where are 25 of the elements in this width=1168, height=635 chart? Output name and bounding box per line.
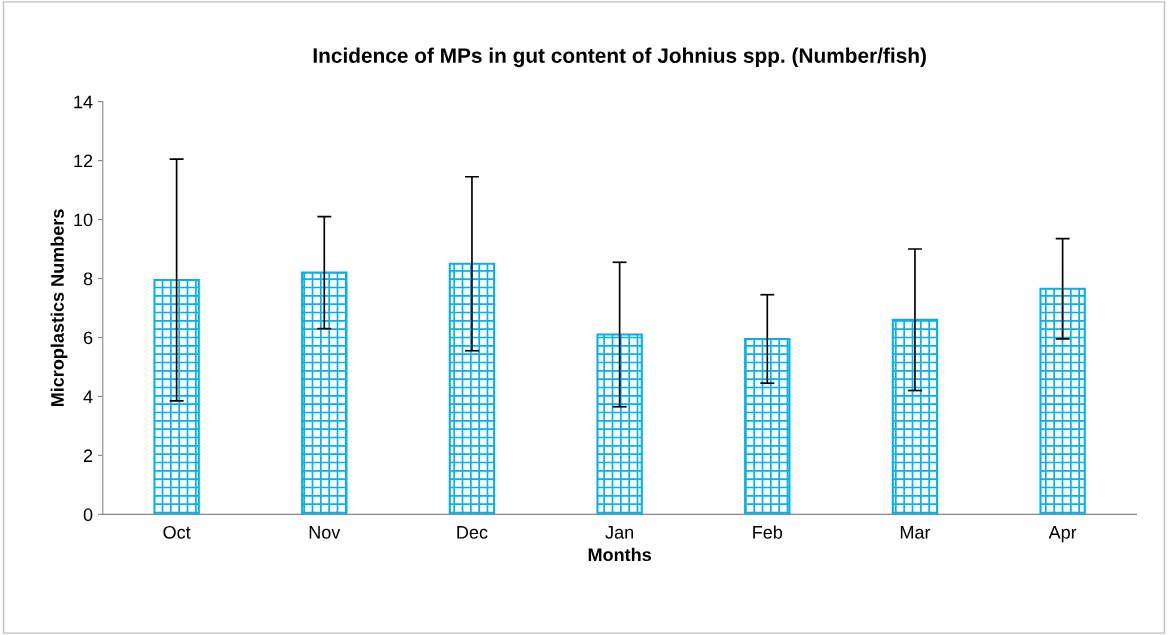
x-tick-label: Dec <box>457 526 488 539</box>
x-axis-title: Months <box>588 547 651 562</box>
bar <box>153 278 200 515</box>
y-tick-label: 2 <box>83 449 93 462</box>
y-tick-label: 0 <box>83 508 93 522</box>
y-tick-label: 8 <box>83 272 93 286</box>
x-tick-label: Mar <box>900 526 931 539</box>
bar <box>301 271 348 515</box>
y-tick-label: 14 <box>74 95 93 109</box>
x-tick-label: Feb <box>753 525 783 539</box>
bar <box>891 318 939 515</box>
x-tick-label: Oct <box>163 525 191 539</box>
y-tick-label: 12 <box>74 154 93 168</box>
y-axis-title: Microplastics Numbers <box>50 209 68 407</box>
bar <box>1039 287 1086 515</box>
x-tick-label: Jan <box>605 526 634 539</box>
chart-title: Incidence of MPs in gut content of Johnius spp. (Number/fish) <box>313 47 926 68</box>
bar <box>596 333 643 515</box>
x-tick-label: Nov <box>309 526 341 539</box>
bar <box>744 337 791 515</box>
y-tick-label: 4 <box>83 390 93 403</box>
y-tick-label: 6 <box>83 331 93 345</box>
y-tick-label: 10 <box>74 213 93 227</box>
x-tick-label: Apr <box>1048 526 1077 543</box>
bar <box>448 262 496 515</box>
